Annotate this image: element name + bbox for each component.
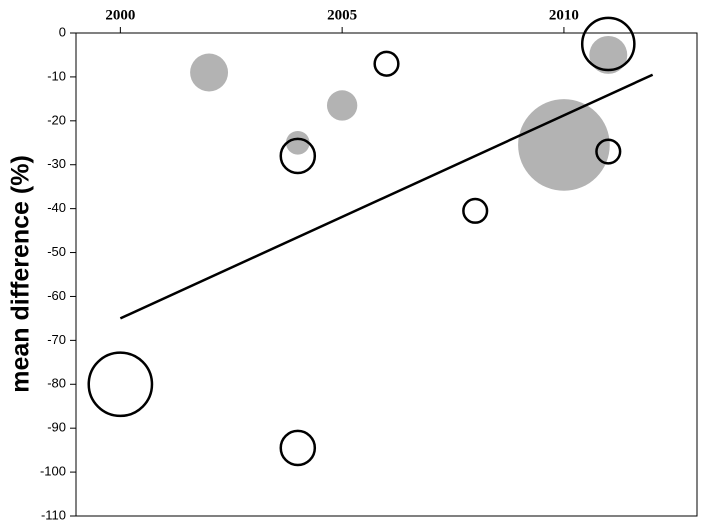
bubble <box>373 50 400 77</box>
bubble <box>595 138 622 165</box>
y-tick-label: 0 <box>59 24 66 39</box>
y-tick-label: -80 <box>47 376 66 391</box>
bubble <box>589 35 628 74</box>
bubble <box>462 197 489 224</box>
x-tick-label: 2000 <box>105 7 135 23</box>
y-tick-label: -10 <box>47 68 66 83</box>
bubble <box>279 429 317 467</box>
bubble <box>580 16 636 72</box>
bubble <box>518 99 610 191</box>
x-tick-label: 2010 <box>549 7 579 23</box>
y-tick-label: -90 <box>47 420 66 435</box>
bubble <box>326 90 358 121</box>
y-tick-label: -40 <box>47 200 66 215</box>
trend-line <box>119 73 654 320</box>
bubble <box>279 137 317 175</box>
bubble <box>87 351 154 418</box>
y-axis-title: mean difference (%) <box>7 155 35 393</box>
x-tick-label: 2005 <box>327 7 357 23</box>
y-tick-label: -110 <box>41 507 66 522</box>
y-tick-label: -60 <box>47 288 66 303</box>
y-tick-label: -70 <box>47 332 66 347</box>
y-tick-label: -50 <box>47 244 66 259</box>
plot-frame <box>75 32 698 517</box>
y-tick-label: -100 <box>40 464 66 479</box>
bubble <box>285 130 310 155</box>
bubble <box>190 53 229 92</box>
y-tick-label: -20 <box>47 112 66 127</box>
y-tick-label: -30 <box>47 156 66 171</box>
